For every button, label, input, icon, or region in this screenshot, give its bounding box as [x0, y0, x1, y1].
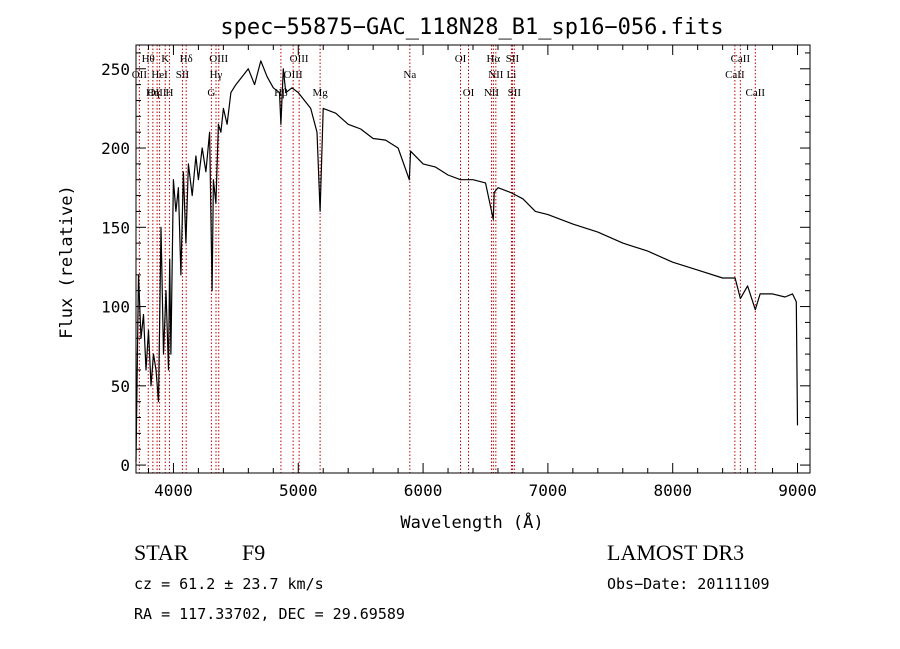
- line-label-4: OIII: [290, 53, 309, 65]
- line-label-12: Hγ: [210, 69, 223, 81]
- line-label-21: G: [207, 87, 215, 99]
- line-label-15: NII: [488, 69, 504, 81]
- line-label-20: H: [165, 87, 173, 99]
- y-axis: 0 50 100 150 200 250: [101, 52, 810, 475]
- line-label-23: Mg: [312, 87, 328, 99]
- y-tick-label-3: 150: [101, 218, 130, 237]
- y-axis-label: Flux (relative): [57, 185, 77, 339]
- line-label-11: SII: [176, 69, 190, 81]
- line-label-8: CaII: [731, 53, 751, 65]
- line-label-18: OIII: [148, 87, 167, 99]
- line-label-6: Hα: [486, 53, 500, 65]
- plot-frame: [135, 44, 811, 474]
- spectrum-series: [135, 60, 799, 462]
- line-label-5: OI: [455, 53, 467, 65]
- x-axis: 4000 5000 6000 7000 8000 9000: [147, 45, 817, 500]
- survey-name: LAMOST DR3: [607, 540, 744, 565]
- y-tick-label-1: 50: [111, 377, 130, 396]
- line-label-2: Hδ: [180, 53, 193, 65]
- line-label-27: CaII: [746, 87, 766, 99]
- series-line-0: [135, 60, 799, 462]
- y-tick-label-2: 100: [101, 298, 130, 317]
- line-label-13: OIII: [284, 69, 303, 81]
- redshift-cz: cz = 61.2 ± 23.7 km/s: [134, 575, 324, 593]
- x-tick-label-5: 9000: [778, 481, 817, 500]
- y-tick-label-5: 250: [101, 60, 130, 79]
- y-tick-label-4: 200: [101, 139, 130, 158]
- line-label-26: SII: [508, 87, 522, 99]
- x-tick-label-3: 7000: [529, 481, 568, 500]
- line-label-17: CaII: [725, 69, 745, 81]
- line-label-1: K: [161, 53, 169, 65]
- chart-title: spec−55875−GAC_118N28_B1_sp16−056.fits: [220, 15, 723, 40]
- line-label-25: NII: [484, 87, 500, 99]
- x-tick-label-1: 5000: [279, 481, 318, 500]
- line-label-22: Hβ: [274, 87, 288, 99]
- y-tick-label-0: 0: [120, 456, 130, 475]
- spectral-line-labels: Hθ K Hδ OIII OIII OI Hα SII CaII OII HeI SII Hγ OIII N…: [132, 53, 766, 99]
- x-axis-label: Wavelength (Å): [400, 511, 543, 533]
- x-tick-label-2: 6000: [404, 481, 443, 500]
- line-label-7: SII: [506, 53, 520, 65]
- line-label-24: OI: [463, 87, 475, 99]
- coordinates: RA = 117.33702, DEC = 29.69589: [134, 605, 405, 623]
- line-label-19: Hη: [146, 87, 160, 99]
- x-tick-label-4: 8000: [653, 481, 692, 500]
- line-label-9: OII: [132, 69, 148, 81]
- spectral-line-markers: [138, 45, 756, 473]
- subclass: F9: [242, 540, 265, 565]
- line-label-3: OIII: [209, 53, 228, 65]
- obs-date: Obs−Date: 20111109: [607, 575, 770, 593]
- line-label-14: Na: [403, 69, 416, 81]
- line-label-10: HeI: [151, 69, 168, 81]
- line-label-16: Li: [507, 69, 517, 81]
- object-class: STAR: [134, 540, 189, 565]
- line-label-0: Hθ: [142, 53, 155, 65]
- x-tick-label-0: 4000: [154, 481, 193, 500]
